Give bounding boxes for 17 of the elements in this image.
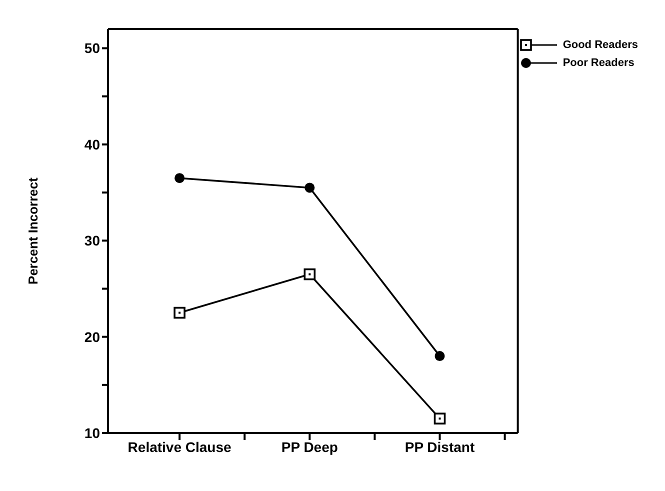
x-tick-label: PP Distant bbox=[404, 438, 475, 455]
y-tick-label: 40 bbox=[84, 136, 100, 152]
point bbox=[174, 306, 186, 319]
x-tick-label: Relative Clause bbox=[128, 438, 232, 455]
y-tick-label: 20 bbox=[84, 328, 100, 345]
y-axis-title: Percent Incorrect bbox=[26, 176, 41, 284]
point bbox=[304, 182, 315, 193]
point bbox=[434, 351, 445, 362]
point bbox=[304, 268, 316, 280]
y-tick-label: 10 bbox=[84, 424, 100, 441]
x-tick-label: PP Deep bbox=[281, 438, 338, 455]
point bbox=[434, 412, 446, 424]
point bbox=[174, 173, 185, 184]
y-tick-label: 50 bbox=[84, 40, 100, 56]
y-tick-label: 30 bbox=[84, 232, 100, 249]
legend-label: Poor Readers bbox=[562, 57, 634, 69]
legend-label: Good Readers bbox=[562, 39, 638, 51]
